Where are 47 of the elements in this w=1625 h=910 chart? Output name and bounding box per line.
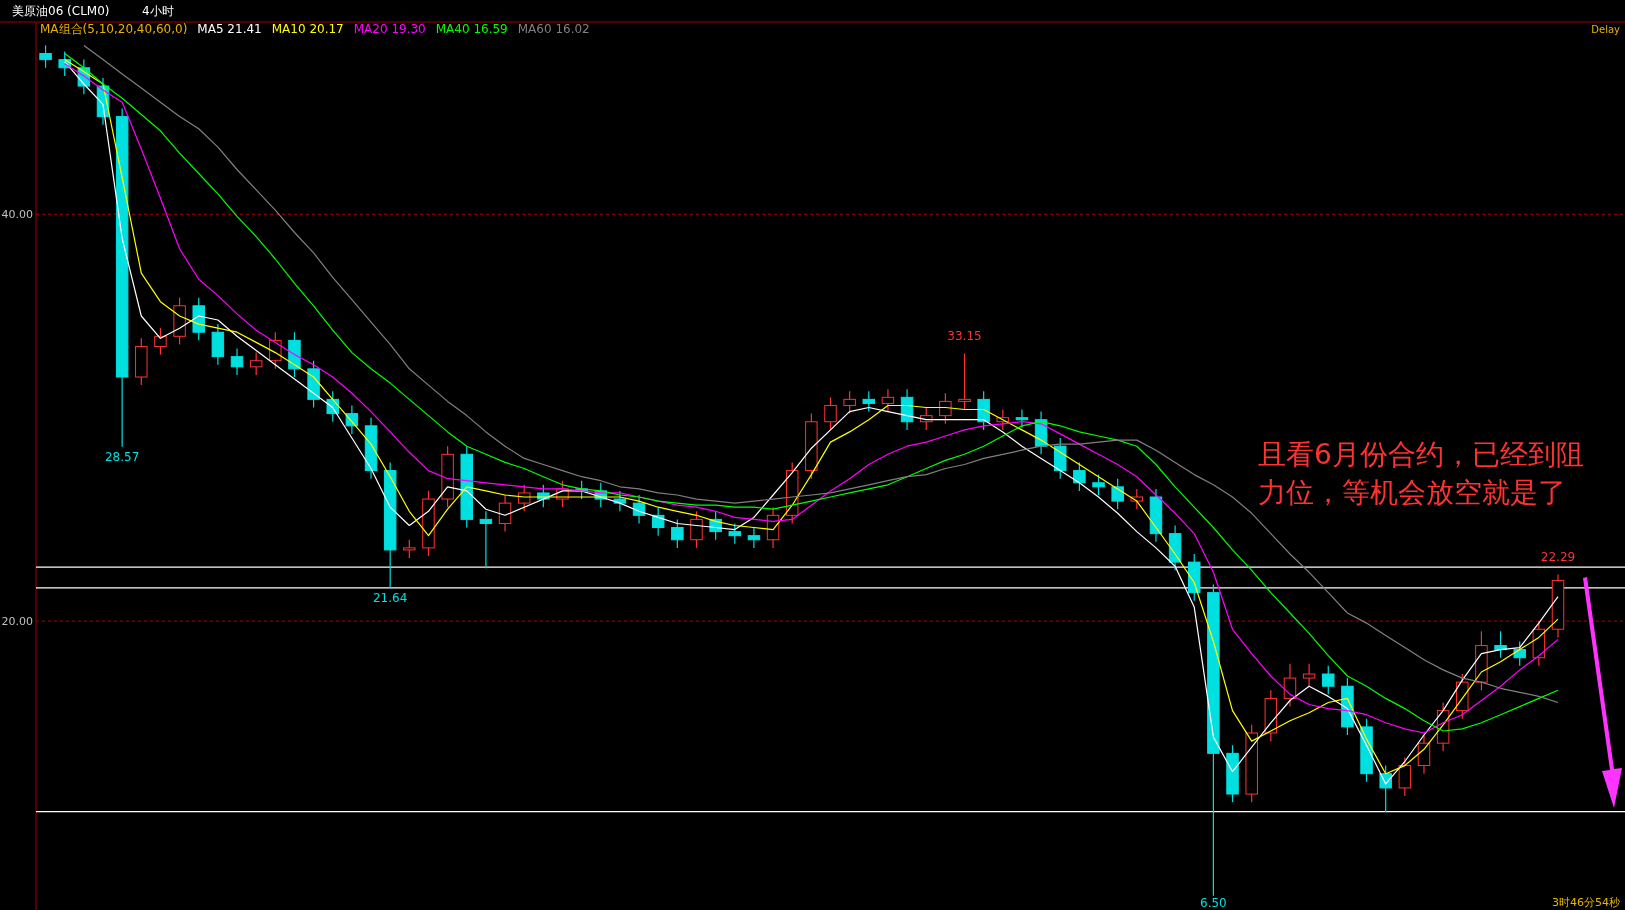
candlestick xyxy=(1111,478,1124,510)
candlestick xyxy=(1398,756,1412,797)
candlestick xyxy=(479,510,493,569)
candlestick xyxy=(1322,665,1335,695)
candlestick xyxy=(39,44,52,69)
candlestick xyxy=(154,327,167,356)
legend-title: MA组合(5,10,20,40,60,0) xyxy=(40,22,188,36)
candlestick xyxy=(958,352,971,411)
annotation: 3时46分54秒 xyxy=(1552,896,1620,909)
annotation: 28.57 xyxy=(104,449,140,464)
candlestick xyxy=(1015,408,1029,429)
candlestick xyxy=(1283,663,1297,708)
candlestick xyxy=(881,388,895,413)
candlestick xyxy=(403,539,416,559)
annotation: 且看6月份合约，已经到阻力位，等机会放空就是了 xyxy=(1258,437,1585,511)
candlestick xyxy=(728,522,742,545)
candlestick xyxy=(843,390,856,415)
chart-title: 美原油06 (CLM0) xyxy=(12,4,110,18)
annotation: 33.15 xyxy=(947,328,982,343)
y-tick-label: 20.00 xyxy=(1,615,33,629)
candlestick xyxy=(939,392,952,425)
candlestick xyxy=(1073,461,1086,492)
chart-subtitle: 4小时 xyxy=(142,4,174,18)
candlestick xyxy=(1092,474,1105,496)
candlestick xyxy=(977,390,990,431)
text: MA10 20.17 xyxy=(271,22,344,36)
annotation: 6.50 xyxy=(1200,896,1227,910)
y-tick-label: 40.00 xyxy=(1,208,33,222)
candlestick xyxy=(249,351,263,376)
annotation: 22.29 xyxy=(1540,549,1576,564)
candlestick xyxy=(1513,640,1526,667)
candlestick xyxy=(862,390,876,413)
candlestick xyxy=(690,510,703,549)
text: MA5 21.41 xyxy=(197,22,262,36)
text: Delay xyxy=(1591,24,1621,35)
text: MA20 19.30 xyxy=(353,22,426,36)
text: MA60 16.02 xyxy=(517,22,590,36)
candlestick xyxy=(824,396,837,431)
candlestick xyxy=(1130,488,1144,510)
candlestick xyxy=(651,506,665,537)
candlestick xyxy=(1302,663,1316,687)
candlestick xyxy=(498,494,512,533)
candlestick xyxy=(671,518,684,549)
candlestick xyxy=(230,347,244,376)
candlestick xyxy=(747,526,761,549)
annotation: 21.64 xyxy=(373,590,408,605)
text: MA40 16.59 xyxy=(435,22,508,36)
